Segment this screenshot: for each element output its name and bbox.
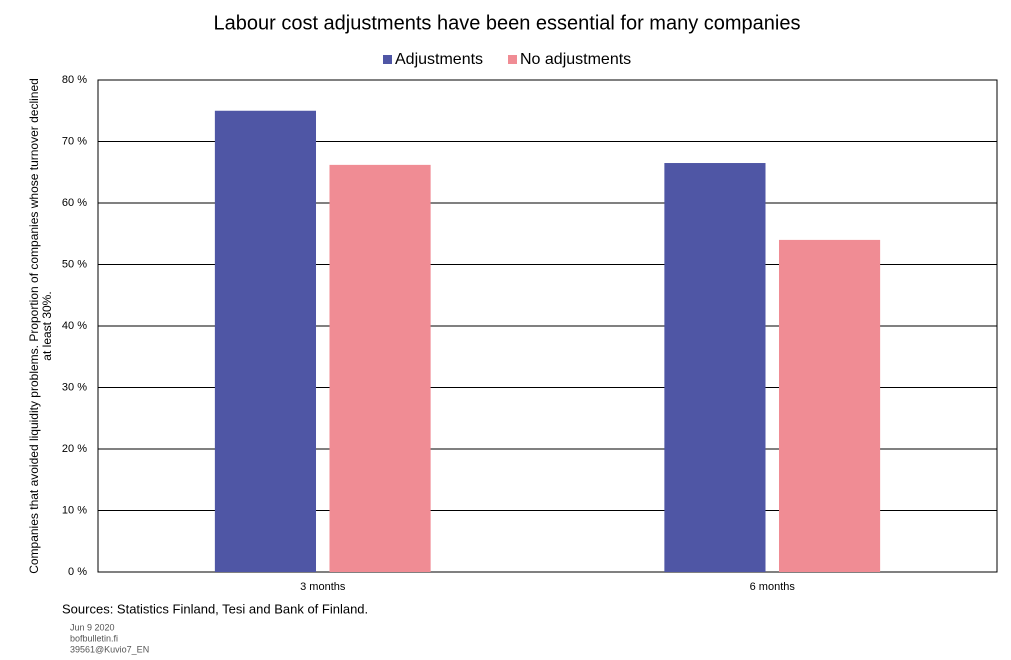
y-axis-title-line: at least 30%. [40, 291, 54, 360]
footer-note: Jun 9 2020 [70, 622, 115, 632]
y-tick-label: 70 % [62, 135, 87, 147]
y-tick-label: 30 % [62, 381, 87, 393]
y-tick-label: 40 % [62, 320, 87, 332]
footer-note: bofbulletin.fi [70, 633, 118, 643]
y-tick-label: 10 % [62, 504, 87, 516]
y-tick-label: 20 % [62, 443, 87, 455]
bar [778, 239, 881, 572]
source-note: Sources: Statistics Finland, Tesi and Ba… [62, 601, 368, 616]
x-tick-label: 6 months [750, 581, 796, 593]
y-tick-label: 60 % [62, 197, 87, 209]
legend-label: No adjustments [520, 51, 631, 68]
y-tick-label: 80 % [62, 74, 87, 86]
bar [329, 164, 431, 572]
legend-label: Adjustments [395, 51, 483, 68]
x-tick-label: 3 months [300, 581, 346, 593]
y-axis-title-line: Companies that avoided liquidity problem… [27, 78, 41, 574]
legend-swatch [508, 55, 517, 64]
chart-title: Labour cost adjustments have been essent… [213, 12, 800, 34]
y-tick-label: 0 % [68, 566, 87, 578]
legend-swatch [383, 55, 392, 64]
plot-frame [97, 79, 998, 573]
bar [664, 163, 766, 572]
y-tick-label: 50 % [62, 258, 87, 270]
bar [214, 110, 317, 572]
footer-note: 39561@Kuvio7_EN [70, 644, 149, 654]
y-axis-title: Companies that avoided liquidity problem… [27, 78, 54, 574]
